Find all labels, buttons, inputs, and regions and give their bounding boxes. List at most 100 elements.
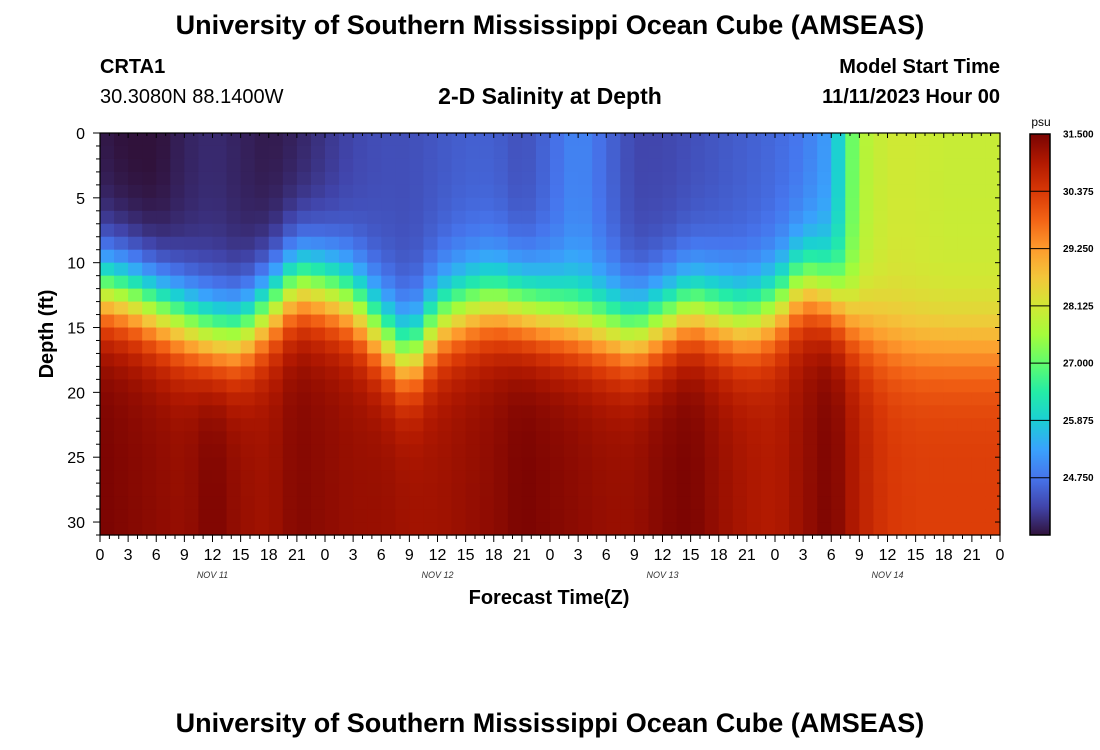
- heatmap-cell: [353, 431, 368, 445]
- heatmap-cell: [479, 366, 495, 380]
- heatmap-cell: [732, 184, 748, 199]
- heatmap-cell: [648, 366, 664, 380]
- heatmap-cell: [760, 379, 776, 393]
- heatmap-cell: [943, 210, 959, 225]
- heatmap-cell: [142, 223, 157, 238]
- heatmap-cell: [240, 145, 256, 160]
- heatmap-cell: [887, 405, 903, 419]
- heatmap-cell: [859, 262, 875, 277]
- heatmap-cell: [704, 301, 720, 316]
- x-tick-label: 21: [288, 547, 306, 564]
- heatmap-cell: [592, 470, 607, 484]
- heatmap-cell: [971, 327, 987, 342]
- heatmap-cell: [437, 327, 453, 342]
- heatmap-cell: [564, 197, 579, 212]
- heatmap-cell: [100, 457, 115, 471]
- heatmap-cell: [606, 379, 621, 393]
- heatmap-cell: [521, 301, 537, 316]
- heatmap-cell: [521, 379, 537, 393]
- heatmap-cell: [325, 444, 340, 458]
- heatmap-cell: [690, 353, 706, 368]
- heatmap-cell: [535, 327, 551, 342]
- heatmap-cell: [873, 379, 889, 393]
- heatmap-cell: [775, 392, 790, 406]
- heatmap-cell: [535, 405, 551, 419]
- heatmap-cell: [564, 275, 579, 290]
- heatmap-cell: [535, 197, 551, 212]
- heatmap-cell: [254, 444, 270, 458]
- heatmap-cell: [268, 405, 284, 419]
- heatmap-cell: [409, 249, 425, 264]
- heatmap-cell: [873, 366, 889, 380]
- heatmap-cell: [718, 210, 734, 225]
- heatmap-cell: [971, 145, 987, 160]
- heatmap-cell: [634, 171, 650, 186]
- heatmap-cell: [732, 288, 748, 303]
- heatmap-cell: [859, 184, 875, 199]
- colorbar-tick-label: 30.375: [1063, 187, 1094, 198]
- heatmap-cell: [775, 405, 790, 419]
- heatmap-cell: [915, 457, 931, 471]
- salinity-heatmap-chart: 0 3 6 9 12 15 18 21 0 3 6 9 12 15 18 21 0 3 6 9 12 15 18 21 0 3 6 9…: [36, 115, 1094, 609]
- heatmap-cell: [845, 496, 860, 510]
- heatmap-cell: [282, 457, 298, 471]
- heatmap-cell: [887, 223, 903, 238]
- heatmap-cell: [901, 184, 917, 199]
- day-label: NOV 13: [646, 570, 678, 580]
- heatmap-cell: [128, 522, 143, 536]
- heatmap-cell: [564, 496, 579, 510]
- heatmap-cell: [901, 444, 917, 458]
- heatmap-cell: [282, 249, 298, 264]
- footer-title: University of Southern Mississippi Ocean…: [175, 708, 925, 738]
- heatmap-cell: [662, 145, 678, 160]
- heatmap-cell: [676, 275, 692, 290]
- heatmap-cell: [282, 223, 298, 238]
- heatmap-cell: [760, 184, 776, 199]
- heatmap-cell: [325, 210, 340, 225]
- heatmap-cell: [339, 184, 354, 199]
- heatmap-cell: [367, 392, 382, 406]
- heatmap-cell: [859, 223, 875, 238]
- heatmap-cell: [451, 340, 467, 355]
- heatmap-cell: [578, 522, 593, 536]
- heatmap-cell: [789, 379, 804, 393]
- heatmap-cell: [114, 133, 129, 147]
- x-tick-label: 9: [855, 547, 864, 564]
- heatmap-cell: [634, 223, 650, 238]
- heatmap-cell: [170, 483, 185, 497]
- heatmap-cell: [339, 353, 354, 368]
- heatmap-cell: [437, 431, 453, 445]
- heatmap-cell: [845, 288, 860, 303]
- heatmap-cell: [648, 379, 664, 393]
- heatmap-cell: [971, 418, 987, 432]
- heatmap-cell: [423, 197, 439, 212]
- heatmap-cell: [746, 431, 762, 445]
- heatmap-cell: [746, 470, 762, 484]
- heatmap-cell: [901, 223, 917, 238]
- x-tick-label: 18: [485, 547, 503, 564]
- heatmap-cell: [760, 275, 776, 290]
- heatmap-cell: [648, 470, 664, 484]
- heatmap-cell: [156, 392, 171, 406]
- heatmap-cell: [775, 275, 790, 290]
- heatmap-cell: [760, 288, 776, 303]
- heatmap-cell: [353, 509, 368, 523]
- heatmap-cell: [128, 392, 143, 406]
- heatmap-cell: [325, 249, 340, 264]
- heatmap-cell: [451, 171, 467, 186]
- heatmap-cell: [254, 457, 270, 471]
- x-tick-label: 3: [124, 547, 133, 564]
- heatmap-cell: [550, 392, 565, 406]
- heatmap-cell: [479, 418, 495, 432]
- heatmap-cell: [170, 262, 185, 277]
- heatmap-cell: [746, 236, 762, 251]
- heatmap-cell: [507, 353, 523, 368]
- heatmap-cell: [310, 145, 326, 160]
- heatmap-cell: [240, 288, 256, 303]
- heatmap-cell: [704, 288, 720, 303]
- heatmap-cell: [564, 145, 579, 160]
- heatmap-cell: [184, 457, 200, 471]
- heatmap-cell: [521, 133, 537, 147]
- heatmap-cell: [578, 353, 593, 368]
- heatmap-cell: [578, 379, 593, 393]
